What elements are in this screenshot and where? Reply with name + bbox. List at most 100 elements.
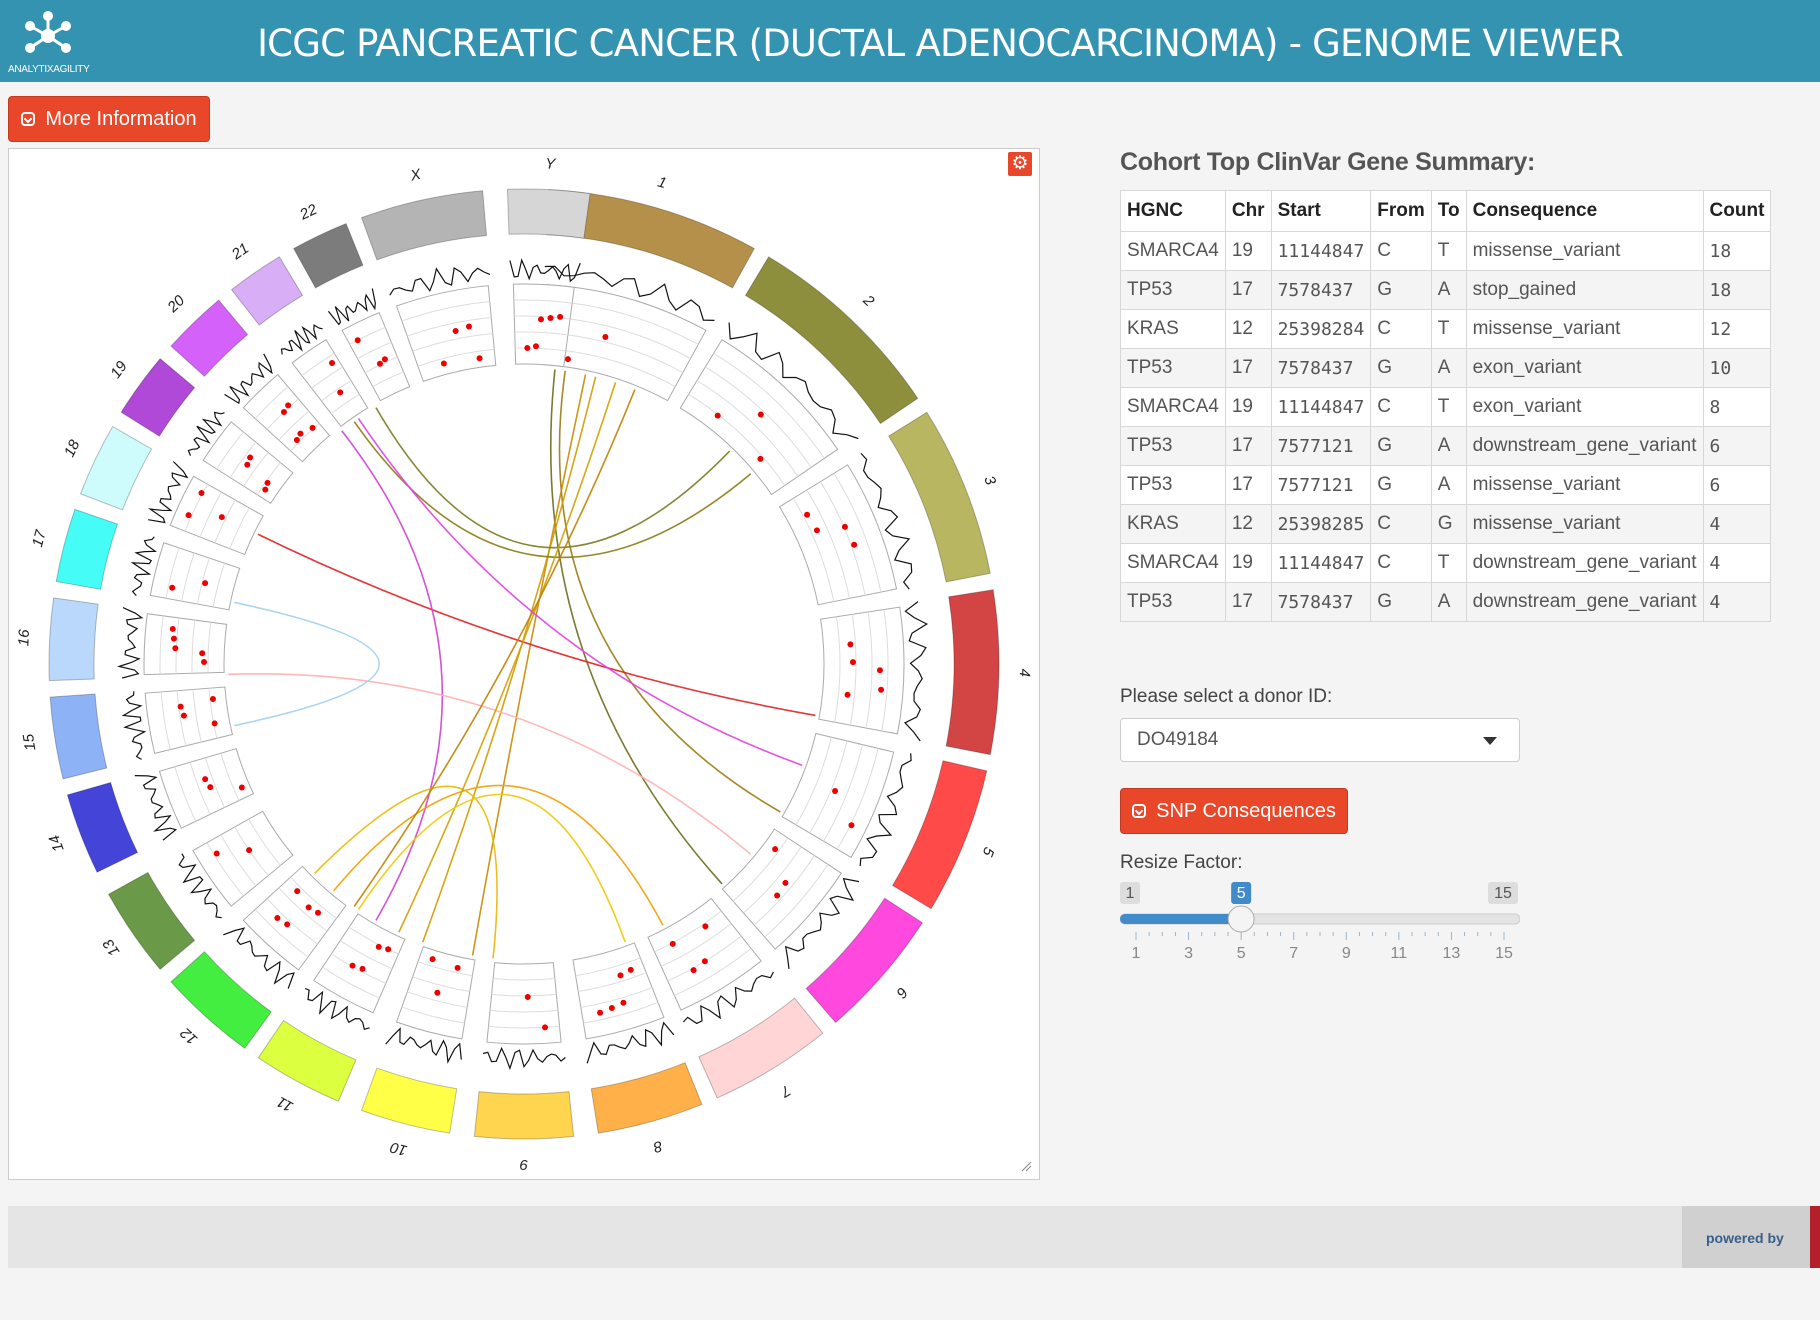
track-gridline	[881, 609, 889, 732]
table-cell: 12	[1224, 309, 1272, 349]
copy-number-line	[130, 536, 157, 597]
track-gridline	[339, 940, 393, 970]
table-cell: T	[1430, 387, 1467, 427]
scatter-track	[313, 913, 406, 1014]
copy-number-line	[327, 288, 376, 326]
table-cell: A	[1430, 348, 1467, 388]
table-cell: 11144847	[1270, 543, 1372, 583]
table-cell: 4	[1702, 543, 1772, 583]
chromosome-ideogram	[79, 425, 153, 511]
snp-point	[375, 943, 382, 950]
track-gridline	[575, 957, 641, 977]
column-header[interactable]: Consequence	[1465, 190, 1704, 232]
snp-point	[337, 389, 344, 396]
table-cell: C	[1370, 387, 1432, 427]
snp-point	[542, 1024, 549, 1031]
scatter-track	[679, 338, 839, 496]
track-gridline	[865, 611, 873, 729]
table-cell: TP53	[1120, 426, 1226, 466]
copy-number-line	[728, 322, 859, 440]
chromosome-label: 13	[99, 935, 123, 959]
slider-min-label: 1	[1126, 885, 1135, 902]
slider-tick-label: 9	[1342, 945, 1351, 960]
donor-select[interactable]: DO49184	[1120, 718, 1520, 762]
table-cell: G	[1370, 582, 1432, 622]
track-gridline	[493, 977, 555, 981]
resize-handle-icon[interactable]	[1020, 1160, 1032, 1172]
table-cell: 10	[1702, 348, 1772, 388]
column-header[interactable]: Chr	[1224, 190, 1272, 232]
copy-number-line	[116, 607, 144, 679]
snp-point	[597, 1009, 604, 1016]
header-bar: ANALYTIXAGILITY ICGC PANCREATIC CANCER (…	[0, 0, 1820, 82]
snp-point	[170, 635, 177, 642]
snp-point	[247, 454, 254, 461]
slider-handle[interactable]	[1227, 905, 1255, 933]
table-cell: T	[1430, 309, 1467, 349]
snp-consequences-label: SNP Consequences	[1156, 799, 1336, 822]
chromosome-label: 8	[651, 1137, 664, 1156]
snp-point	[532, 343, 539, 350]
snp-point	[359, 965, 366, 972]
settings-gear-icon[interactable]: ⚙	[1008, 152, 1032, 176]
more-information-button[interactable]: More Information	[8, 96, 210, 142]
column-header[interactable]: HGNC	[1120, 190, 1226, 232]
chromosome-label: 20	[164, 292, 189, 317]
snp-point	[620, 999, 627, 1006]
column-header[interactable]: To	[1430, 190, 1467, 232]
track-gridline	[160, 691, 171, 750]
table-cell: TP53	[1120, 465, 1226, 505]
table-cell: 18	[1702, 270, 1772, 310]
track-gridline	[331, 953, 386, 984]
chromosome-ideogram	[891, 760, 988, 910]
table-cell: TP53	[1120, 270, 1226, 310]
table-cell: 17	[1224, 426, 1272, 466]
table-cell: G	[1430, 504, 1467, 544]
table-cell: 25398284	[1270, 309, 1372, 349]
track-gridline	[688, 393, 786, 486]
scatter-track	[721, 828, 842, 950]
snp-point	[844, 691, 851, 698]
track-gridline	[833, 473, 882, 593]
snp-point	[617, 972, 624, 979]
snp-point	[238, 784, 245, 791]
table-cell: 18	[1702, 231, 1772, 271]
structural-variant-link	[375, 407, 731, 549]
snp-point	[608, 1004, 615, 1011]
column-header[interactable]: Count	[1702, 190, 1772, 232]
structural-variant-link	[398, 382, 617, 933]
column-header[interactable]: From	[1370, 190, 1432, 232]
track-gridline	[514, 331, 568, 336]
table-cell: C	[1370, 309, 1432, 349]
copy-number-line	[544, 265, 715, 321]
resize-factor-label: Resize Factor:	[1120, 852, 1243, 873]
snp-consequences-button[interactable]: SNP Consequences	[1120, 788, 1348, 834]
chromosome-label: 3	[980, 474, 999, 489]
table-cell: 4	[1702, 504, 1772, 544]
snp-point	[264, 479, 271, 486]
track-gridline	[254, 386, 289, 419]
chromosome-ideogram	[360, 1067, 458, 1134]
chromosome-label: 21	[228, 240, 252, 264]
column-header[interactable]: Start	[1270, 190, 1372, 232]
table-cell: exon_variant	[1465, 348, 1704, 388]
table-cell: 25398285	[1270, 504, 1372, 544]
snp-point	[537, 316, 544, 323]
snp-point	[169, 625, 176, 632]
snp-point	[452, 327, 459, 334]
track-gridline	[806, 489, 850, 599]
snp-point	[349, 962, 356, 969]
slider-tick-label: 15	[1495, 945, 1513, 960]
chromosome-ideogram	[805, 897, 924, 1024]
track-gridline	[514, 315, 571, 320]
snp-point	[198, 490, 205, 497]
snp-point	[547, 315, 554, 322]
snp-point	[851, 541, 858, 548]
structural-variant-link	[353, 389, 636, 907]
track-gridline	[191, 620, 196, 674]
